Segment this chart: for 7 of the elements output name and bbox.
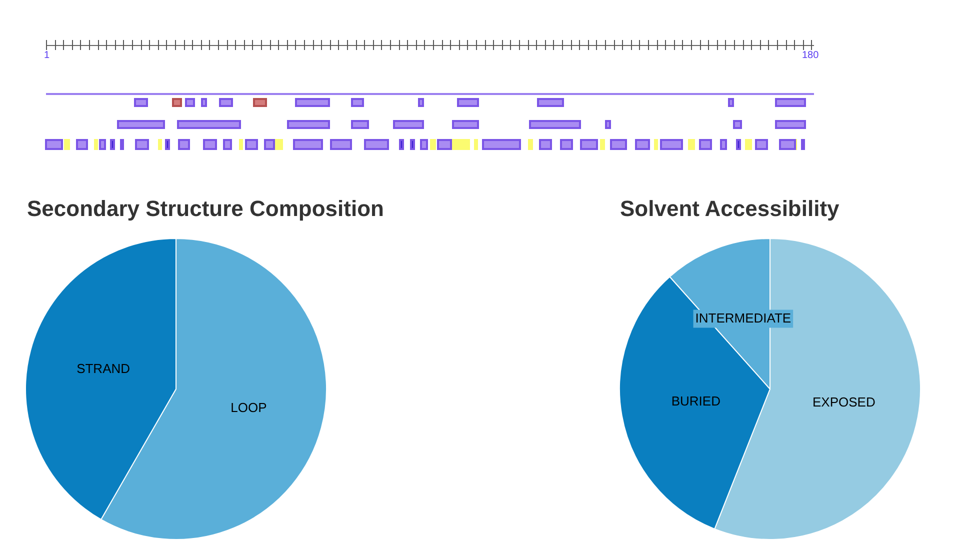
slice-label: LOOP <box>230 400 267 415</box>
slice-label: STRAND <box>76 361 130 376</box>
chart-title: Secondary Structure Composition <box>27 196 384 222</box>
slice-label: BURIED <box>671 394 720 409</box>
slice-label: INTERMEDIATE <box>695 310 792 326</box>
slice-label: EXPOSED <box>812 394 876 410</box>
chart-title: Solvent Accessibility <box>620 196 840 222</box>
